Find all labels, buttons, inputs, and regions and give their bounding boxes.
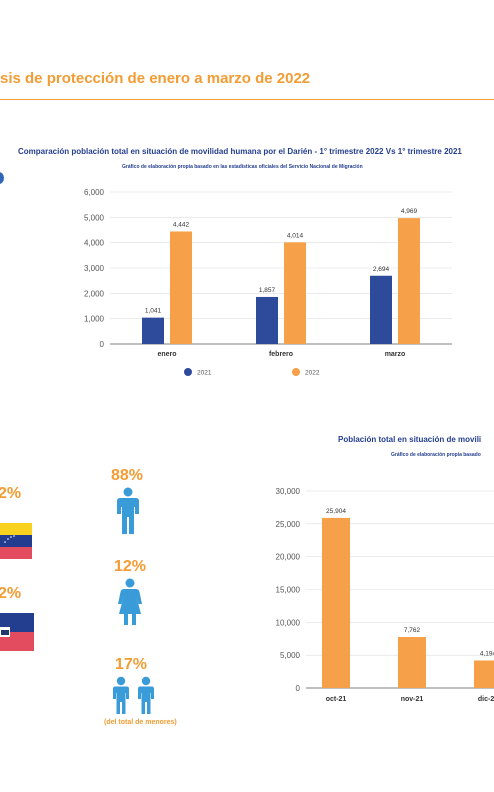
chart1-legend-swatch [292, 368, 300, 376]
left-partial-pct-1: 2% [0, 485, 22, 502]
chart2-bar [398, 637, 426, 688]
venezuela-flag-icon [0, 523, 32, 559]
chart1-bar [142, 317, 164, 344]
minors-pct: 17% [115, 656, 148, 673]
chart1-y-tick-label: 4,000 [84, 239, 105, 248]
chart1-data-label: 4,969 [401, 208, 418, 215]
chart2-y-tick-label: 10,000 [276, 618, 301, 627]
chart2-bar [322, 517, 350, 688]
chart1-legend-label: 2021 [197, 370, 212, 377]
chart2-title: Población total en situación de movili [338, 435, 482, 444]
children-icon [113, 676, 154, 714]
chart1-legend-label: 2022 [305, 370, 320, 377]
chart1-title: Comparación población total en situación… [18, 147, 462, 156]
chart1-data-label: 4,014 [287, 232, 304, 239]
chart1-data-label: 4,442 [173, 221, 190, 228]
chart2-data-label: 25,904 [326, 508, 346, 515]
chart1-data-label: 2,694 [373, 266, 390, 273]
chart1-x-tick-label: febrero [269, 351, 293, 358]
chart2-y-tick-label: 20,000 [276, 553, 301, 562]
chart1: 6,000 5,000 4,000 3,000 2,000 1,000 0 enero 1,04… [84, 188, 452, 377]
title-divider [0, 99, 494, 100]
chart1-y-tick-label: 0 [100, 340, 105, 349]
chart1-y-tick-label: 3,000 [84, 264, 105, 273]
man-icon [117, 487, 139, 534]
chart2-y-tick-label: 15,000 [276, 586, 301, 595]
haiti-flag-icon [0, 613, 34, 651]
chart1-bar [370, 275, 392, 344]
chart1-bar [284, 242, 306, 344]
chart2-subtitle: Gráfico de elaboración propia basado [391, 452, 481, 458]
chart1-bar [398, 218, 420, 344]
chart1-bar [170, 231, 192, 344]
chart2: 30,000 25,000 20,000 15,000 10,000 5,000 0 25,9… [276, 487, 494, 703]
men-pct: 88% [111, 467, 144, 484]
chart2-bar [474, 660, 494, 688]
chart1-y-tick-label: 6,000 [84, 188, 105, 197]
left-partial-pct-2: 2% [0, 585, 22, 602]
chart1-y-tick-label: 2,000 [84, 289, 105, 298]
chart2-x-tick-label: oct-21 [326, 696, 347, 703]
chart2-data-label: 7,762 [404, 627, 421, 634]
chart1-x-tick-label: marzo [385, 351, 406, 358]
chart2-y-tick-label: 5,000 [280, 651, 301, 660]
chart2-x-tick-label: nov-21 [401, 696, 424, 703]
chart1-data-label: 1,041 [145, 308, 162, 315]
chart1-data-label: 1,857 [259, 287, 276, 294]
chart2-x-tick-label: dic-21 [478, 696, 494, 703]
chart1-bar [256, 296, 278, 344]
woman-icon [118, 578, 142, 625]
chart1-legend-swatch [184, 368, 192, 376]
chart2-data-label: 4,194 [480, 650, 494, 657]
minors-note: (del total de menores) [104, 719, 177, 726]
chart1-y-tick-label: 5,000 [84, 213, 105, 222]
chart1-y-tick-label: 1,000 [84, 315, 105, 324]
page-title: sis de protección de enero a marzo de 20… [0, 70, 311, 87]
chart2-y-tick-label: 25,000 [276, 520, 301, 529]
women-pct: 12% [114, 558, 147, 575]
chart2-y-tick-label: 30,000 [276, 487, 301, 496]
info-dot-icon [0, 172, 4, 184]
chart1-subtitle: Gráfico de elaboración propia basado en … [122, 164, 363, 170]
chart2-y-tick-label: 0 [296, 684, 301, 693]
chart1-x-tick-label: enero [157, 351, 176, 358]
